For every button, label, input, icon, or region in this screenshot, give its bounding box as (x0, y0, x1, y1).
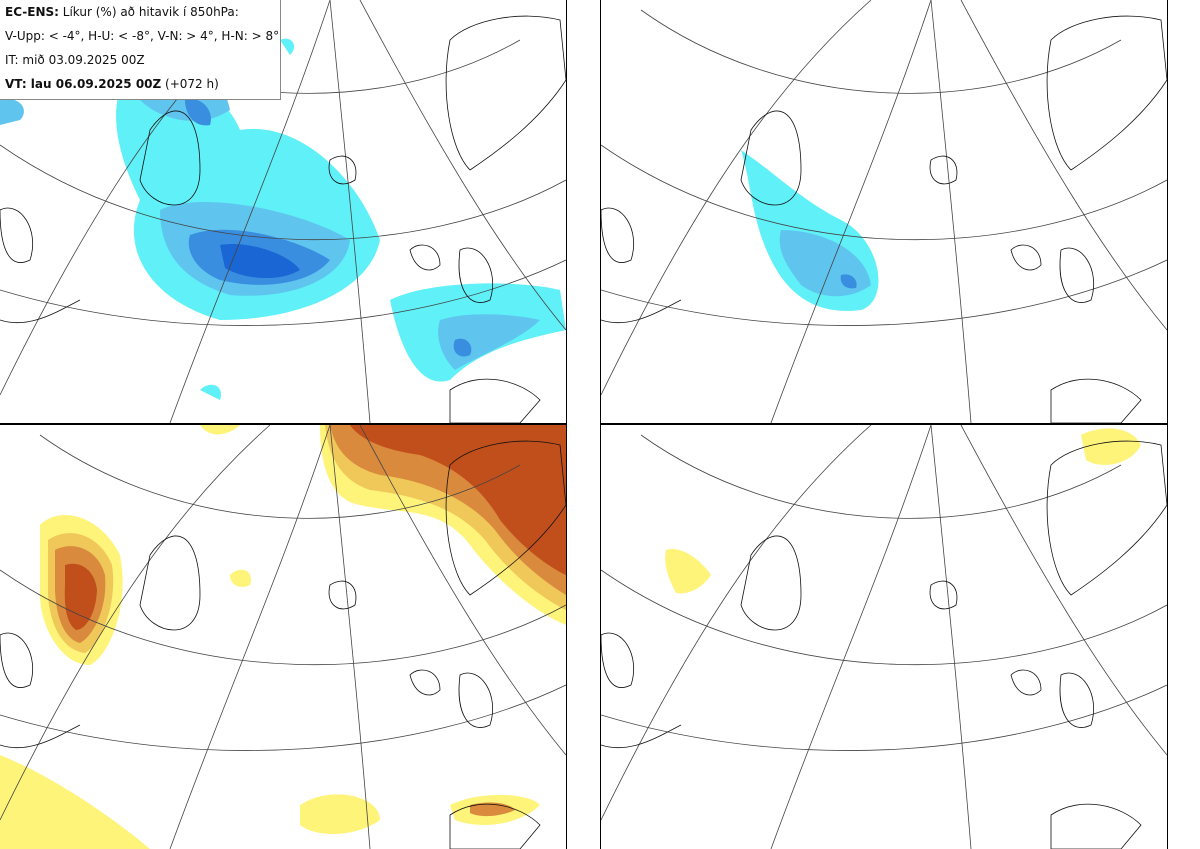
lead-time: (+072 h) (165, 77, 219, 91)
map-panel-cold-8: 1009565355 (600, 0, 1168, 424)
map-panel-warm-8: 1009565355 (600, 424, 1168, 849)
map-svg-warm-8 (601, 425, 1167, 849)
valid-time: VT: lau 06.09.2025 00Z (5, 77, 162, 91)
graticule (601, 0, 1167, 423)
map-svg-cold-4 (0, 0, 566, 423)
model-label: EC-ENS: (5, 5, 59, 19)
coastline (601, 440, 1167, 849)
info-box: EC-ENS: Líkur (%) að hitavik í 850hPa: V… (0, 0, 281, 100)
map-panel-warm-4: 1009565355 (0, 424, 567, 849)
legend-line: V-Upp: < -4°, H-U: < -8°, V-N: > 4°, H-N… (5, 29, 280, 43)
title-text: Líkur (%) að hitavik í 850hPa: (62, 5, 239, 19)
map-svg-cold-8 (601, 0, 1167, 423)
graticule (0, 425, 566, 849)
graticule (601, 425, 1167, 849)
map-svg-warm-4 (0, 425, 566, 849)
coastline (0, 440, 566, 849)
probability-field (0, 38, 566, 400)
map-panel-cold-4: EC-ENS: Líkur (%) að hitavik í 850hPa: V… (0, 0, 567, 424)
probability-field (665, 428, 1141, 594)
coastline (601, 15, 1167, 423)
init-time: IT: mið 03.09.2025 00Z (5, 53, 145, 67)
coastline (0, 15, 566, 423)
